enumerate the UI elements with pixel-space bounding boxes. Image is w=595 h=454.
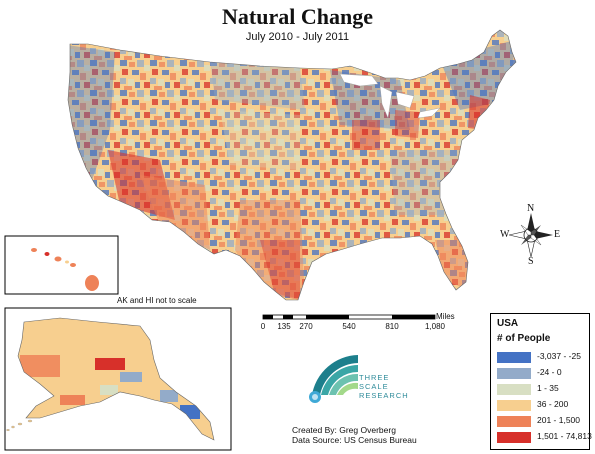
scale-bar <box>262 314 436 320</box>
legend-label: 36 - 200 <box>537 399 569 409</box>
alaska-outline <box>17 317 215 441</box>
legend-label: 1,501 - 74,813 <box>537 431 592 441</box>
logo-text-line1: THREE <box>359 373 390 382</box>
map-legend: USA # of People -3,037 - -25 -24 - 0 1 -… <box>490 313 592 450</box>
us-outline <box>67 29 517 301</box>
legend-swatch <box>497 432 531 443</box>
scale-tick-label: 810 <box>385 322 399 331</box>
compass-rose <box>508 213 553 258</box>
three-scale-research-logo <box>309 355 358 403</box>
legend-swatch <box>497 384 531 395</box>
scale-tick-label: 0 <box>260 322 266 331</box>
scale-tick-label: 270 <box>299 322 313 331</box>
compass-north-label: N <box>527 203 535 214</box>
aleutian-islands <box>6 419 33 431</box>
scale-tick-label: 540 <box>342 322 356 331</box>
legend-swatch <box>497 400 531 411</box>
legend-label: -3,037 - -25 <box>537 351 581 361</box>
map-subtitle: July 2010 - July 2011 <box>245 31 350 43</box>
compass-east-label: E <box>554 229 561 240</box>
conterminous-us-map <box>68 30 516 300</box>
compass-south-label: S <box>528 256 534 267</box>
logo-text-line3: RESEARCH <box>359 391 409 400</box>
logo-text-line2: SCALE <box>359 382 389 391</box>
legend-swatch <box>497 416 531 427</box>
legend-label: -24 - 0 <box>537 367 562 377</box>
great-lakes <box>339 73 441 119</box>
legend-heading: # of People <box>497 333 551 344</box>
scale-tick-label: 135 <box>277 322 291 331</box>
credit-data-source: Data Source: US Census Bureau <box>292 435 417 445</box>
legend-swatch <box>497 352 531 363</box>
legend-label: 201 - 1,500 <box>537 415 581 425</box>
hawaii-inset-frame <box>4 235 119 295</box>
legend-label: 1 - 35 <box>537 383 559 393</box>
credit-author: Created By: Greg Overberg <box>292 425 396 435</box>
scale-unit-label: Miles <box>436 312 455 321</box>
compass-west-label: W <box>500 229 510 240</box>
hawaii-map <box>31 248 99 291</box>
inset-scale-note: AK and HI not to scale <box>117 296 197 305</box>
scale-tick-label: 1,080 <box>424 322 446 331</box>
map-title: Natural Change <box>222 4 373 29</box>
legend-swatch <box>497 368 531 379</box>
legend-region: USA <box>497 318 519 329</box>
